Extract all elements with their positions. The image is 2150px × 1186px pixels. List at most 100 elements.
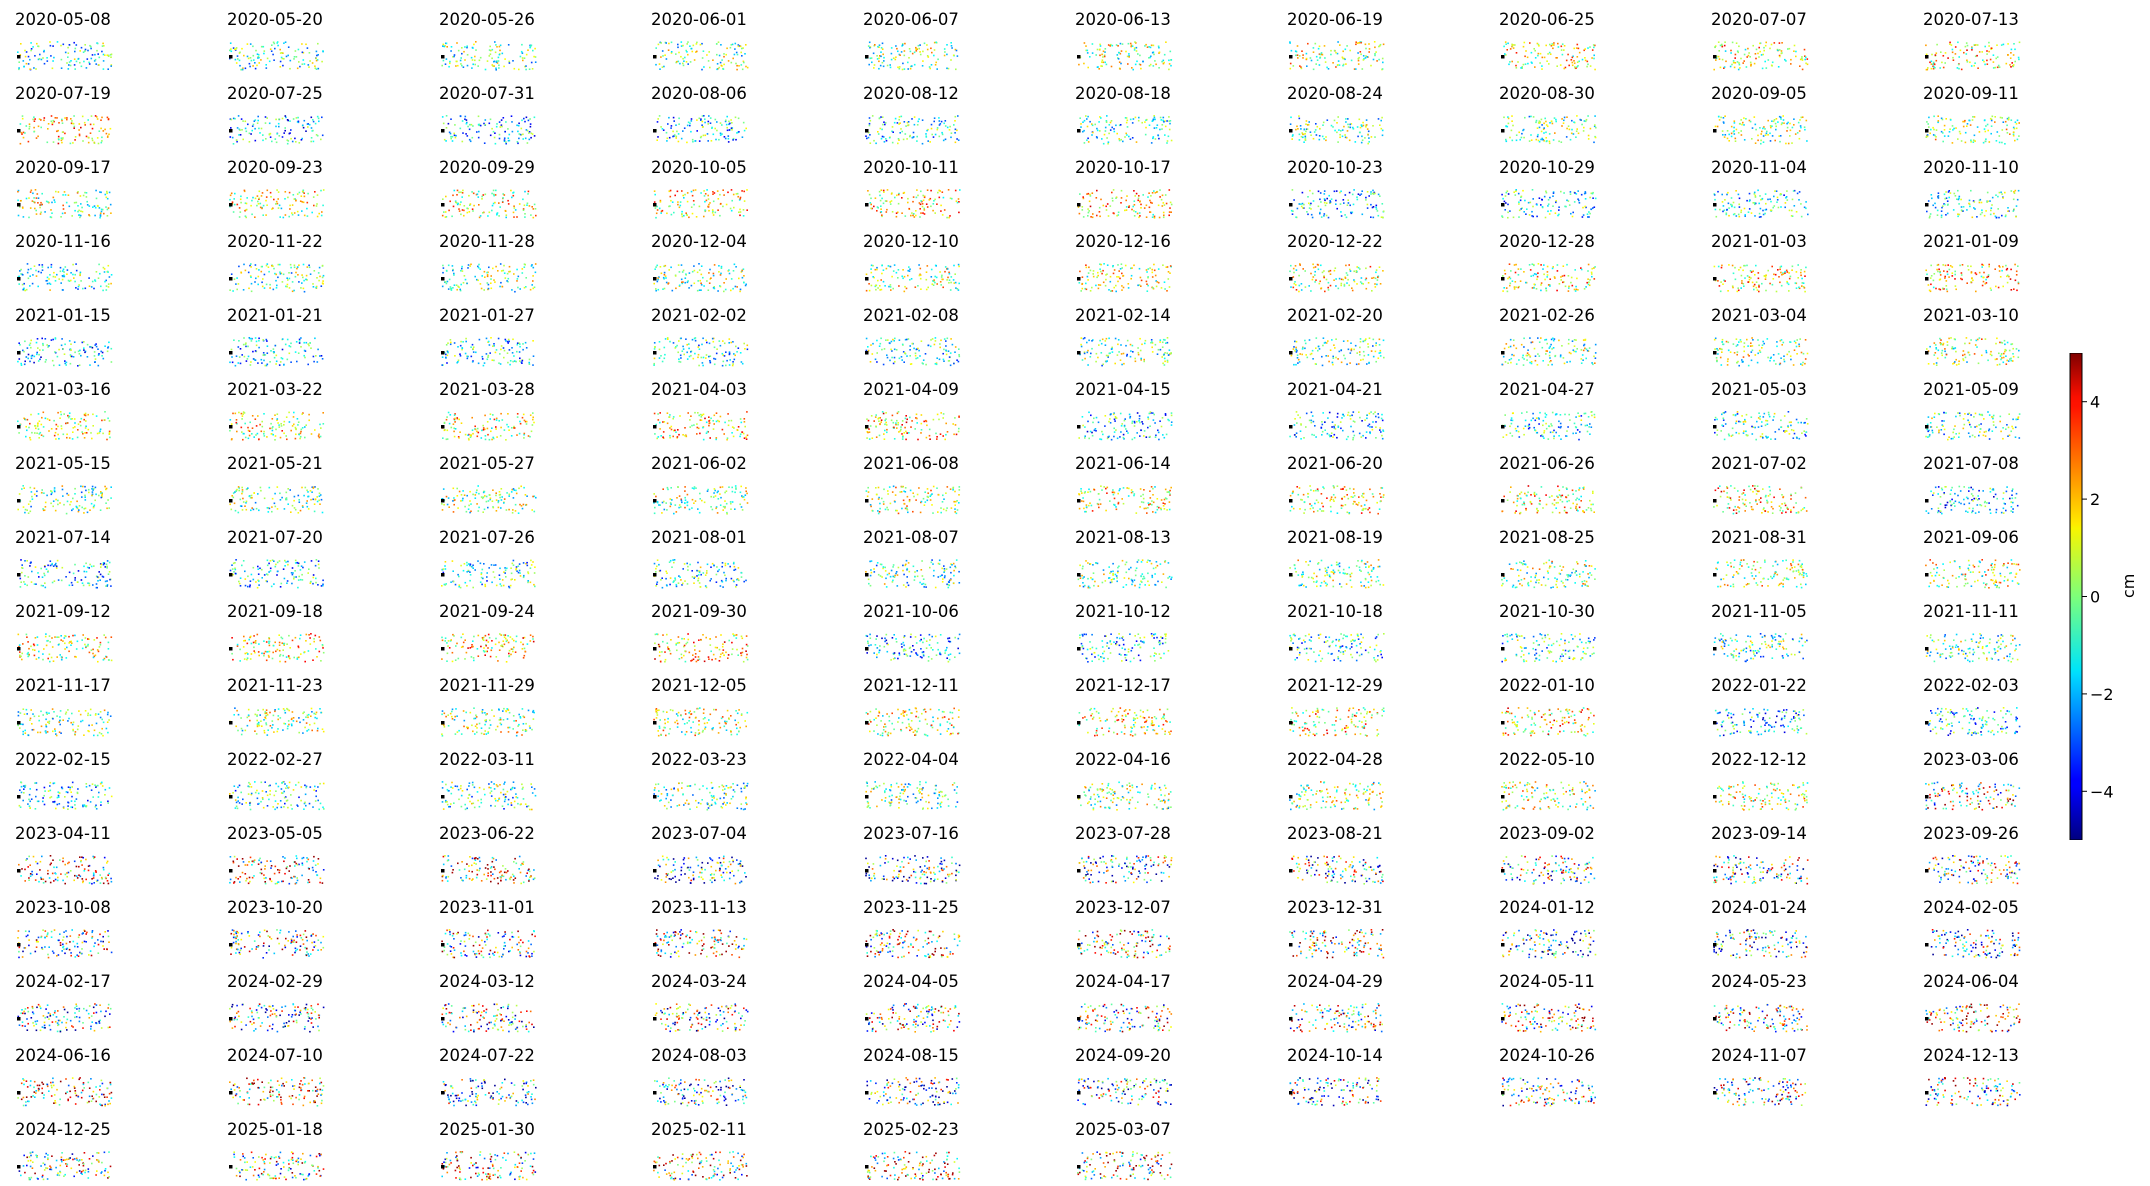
- scatter-point: [1089, 120, 1091, 123]
- scatter-point: [1799, 65, 1801, 67]
- scatter-point: [465, 133, 467, 135]
- scatter-point: [266, 117, 268, 119]
- scatter-point: [522, 209, 525, 211]
- scatter-point: [70, 60, 72, 62]
- scatter-point: [1722, 210, 1724, 213]
- scatter-point: [278, 125, 280, 128]
- scatter-point: [514, 209, 517, 211]
- scatter-point: [897, 269, 900, 271]
- scatter-point: [273, 267, 275, 270]
- scatter-point: [1551, 43, 1553, 45]
- scatter-point: [1505, 125, 1507, 128]
- scatter-point: [1117, 264, 1119, 266]
- scatter-point: [1150, 201, 1152, 204]
- reference-point: [229, 129, 233, 133]
- scatter-point: [1162, 264, 1164, 266]
- scatter-point: [1538, 122, 1541, 124]
- scatter-point: [724, 120, 727, 123]
- scatter-point: [273, 42, 276, 45]
- scatter-point: [1364, 278, 1367, 281]
- panel-title: 2020-08-24: [1287, 84, 1383, 103]
- scatter-point: [1153, 116, 1156, 119]
- scatter-point: [1932, 65, 1934, 68]
- scatter-point: [236, 288, 238, 291]
- scatter-point: [1748, 278, 1751, 281]
- scatter-point: [873, 205, 875, 208]
- scatter-point: [236, 140, 238, 143]
- scatter-point: [1998, 141, 2001, 144]
- scatter-point: [719, 61, 722, 64]
- scatter-point: [1504, 209, 1506, 211]
- scatter-point: [521, 272, 524, 274]
- scatter-point: [1109, 45, 1111, 47]
- scatter-point: [1166, 140, 1169, 142]
- scatter-point: [1543, 195, 1546, 198]
- scatter-point: [1938, 288, 1940, 290]
- scatter-point: [495, 69, 497, 71]
- scatter-point: [695, 216, 698, 218]
- scatter-point: [1983, 214, 1986, 217]
- scatter-point: [1982, 141, 1985, 144]
- scatter-point: [253, 59, 255, 61]
- scatter-point: [698, 117, 701, 120]
- panel-title: 2020-08-30: [1499, 84, 1595, 103]
- scatter-point: [1290, 116, 1292, 119]
- scatter-point: [1300, 203, 1302, 205]
- scatter-point: [1942, 140, 1944, 143]
- panel-title: 2020-05-26: [439, 10, 535, 29]
- reference-point: [1077, 203, 1081, 207]
- scatter-point: [1953, 127, 1955, 130]
- scatter-point: [928, 66, 931, 68]
- scatter-point: [954, 115, 957, 118]
- scatter-point: [508, 265, 511, 268]
- scatter-point: [1358, 56, 1360, 59]
- scatter-point: [64, 117, 66, 119]
- scatter-point: [1521, 207, 1523, 209]
- scatter-point: [1962, 210, 1964, 212]
- scatter-point: [948, 271, 950, 274]
- scatter-point: [1321, 135, 1324, 138]
- panel-title: 2020-11-28: [439, 232, 535, 251]
- scatter-point: [477, 115, 480, 118]
- scatter-point: [1970, 281, 1972, 283]
- scatter-point: [50, 209, 52, 211]
- scatter-point: [229, 118, 232, 120]
- scatter-point: [870, 57, 873, 59]
- scatter-point: [1341, 129, 1344, 131]
- scatter-point: [944, 120, 947, 122]
- scatter-point: [676, 60, 678, 63]
- panel-title: 2020-08-12: [863, 84, 959, 103]
- scatter-point: [660, 56, 662, 58]
- scatter-point: [730, 289, 732, 292]
- scatter-point: [1765, 41, 1767, 44]
- scatter-point: [667, 123, 669, 125]
- scatter-point: [718, 138, 720, 141]
- scatter-point: [296, 267, 298, 270]
- scatter-point: [1365, 277, 1368, 280]
- scatter-point: [1305, 120, 1308, 122]
- scatter-point: [1951, 272, 1954, 274]
- scatter-point: [1753, 283, 1756, 286]
- scatter-point: [75, 201, 78, 204]
- scatter-point: [1960, 68, 1963, 71]
- scatter-point: [312, 140, 315, 143]
- scatter-point: [250, 290, 253, 293]
- scatter-point: [236, 127, 239, 129]
- scatter-point: [232, 47, 235, 49]
- scatter-point: [1535, 273, 1538, 276]
- scatter-point: [73, 58, 76, 60]
- scatter-point: [869, 134, 871, 136]
- scatter-point: [957, 263, 960, 266]
- scatter-point: [1781, 42, 1783, 44]
- scatter-point: [933, 117, 936, 119]
- scatter-point: [1103, 263, 1105, 265]
- scatter-point: [293, 264, 296, 267]
- scatter-point: [1376, 279, 1379, 281]
- scatter-point: [1770, 200, 1772, 203]
- scatter-point: [1133, 200, 1136, 202]
- scatter-point: [1515, 189, 1517, 191]
- scatter-point: [702, 50, 705, 52]
- scatter-point: [1933, 273, 1936, 275]
- scatter-point: [1368, 195, 1370, 197]
- scatter-point: [1744, 214, 1746, 216]
